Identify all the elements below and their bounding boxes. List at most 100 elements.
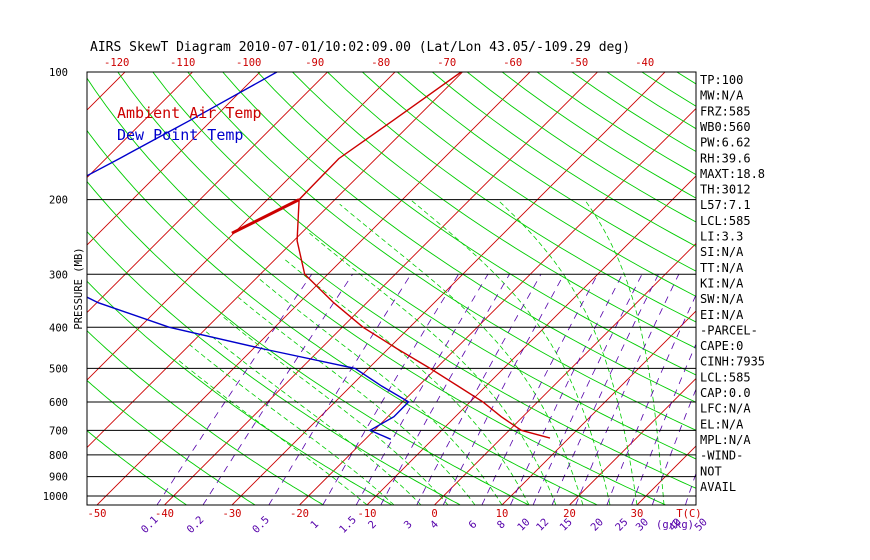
isotherm-line bbox=[772, 0, 870, 505]
bottom-temp-tick-label: 30 bbox=[631, 508, 644, 520]
mixing-ratio-line bbox=[532, 274, 643, 505]
index-item: MPL:N/A bbox=[700, 433, 751, 447]
mixing-ratio-tick-label: 0.2 bbox=[185, 514, 207, 536]
isotherm-line bbox=[96, 72, 531, 505]
moist-adiabat-line bbox=[410, 199, 611, 505]
temp-highlight-segment bbox=[231, 198, 300, 235]
mixing-ratio-line bbox=[156, 274, 313, 505]
mixing-ratio-line bbox=[202, 274, 353, 505]
isotherm-line bbox=[87, 72, 396, 381]
moist-adiabat-line bbox=[283, 257, 530, 505]
top-temp-tick-label: -90 bbox=[305, 57, 324, 69]
index-item: L57:7.1 bbox=[700, 198, 751, 212]
moist-adiabat-line bbox=[205, 331, 422, 505]
index-item: LCL:585 bbox=[700, 370, 751, 384]
mixing-ratio-line bbox=[355, 274, 489, 505]
moist-adiabat-line bbox=[257, 277, 503, 505]
index-item: WB0:560 bbox=[700, 120, 751, 134]
isotherm-line bbox=[299, 107, 696, 505]
dry-adiabat-line bbox=[87, 77, 666, 505]
pressure-isobars bbox=[87, 199, 696, 497]
isotherm-line bbox=[87, 72, 464, 449]
moist-adiabat-line bbox=[189, 344, 395, 505]
dry-adiabat-line bbox=[87, 330, 324, 505]
index-item: SI:N/A bbox=[700, 245, 744, 259]
index-item: TT:N/A bbox=[700, 261, 744, 275]
index-item: TP:100 bbox=[700, 73, 743, 87]
isotherm-line bbox=[87, 72, 261, 246]
mixing-ratio-tick-label: 12 bbox=[534, 516, 551, 533]
index-item: TH:3012 bbox=[700, 183, 751, 197]
index-item: FRZ:585 bbox=[700, 104, 751, 118]
mixing-ratio-tick-label: 2 bbox=[366, 518, 379, 531]
mixing-ratio-tick-label: 6 bbox=[466, 518, 479, 531]
pressure-tick-label: 200 bbox=[49, 195, 68, 207]
mixing-ratio-tick-label: 20 bbox=[589, 516, 606, 533]
isotherm-line bbox=[87, 72, 329, 314]
dry-adiabat-line bbox=[87, 180, 530, 505]
pressure-tick-label: 500 bbox=[49, 363, 68, 375]
pressure-tick-label: 300 bbox=[49, 269, 68, 281]
pressure-tick-label: 900 bbox=[49, 472, 68, 484]
bottom-temp-tick-label: -30 bbox=[223, 508, 242, 520]
index-item: RH:39.6 bbox=[700, 151, 751, 165]
mixing-ratio-tick-label: 1 bbox=[308, 518, 321, 531]
index-item: MAXT:18.8 bbox=[700, 167, 765, 181]
legend-temp: Ambient Air Temp bbox=[117, 104, 262, 122]
index-item: EL:N/A bbox=[700, 417, 744, 431]
mixing-ratio-tick-label: 10 bbox=[515, 516, 532, 533]
y-axis-label: PRESSURE (MB) bbox=[73, 247, 85, 329]
mixing-ratio-line bbox=[551, 274, 659, 505]
index-item: PW:6.62 bbox=[700, 136, 751, 150]
pressure-tick-label: 400 bbox=[49, 322, 68, 334]
bottom-temp-tick-label: 20 bbox=[563, 508, 576, 520]
isotherm-line bbox=[87, 72, 126, 111]
index-item: LI:3.3 bbox=[700, 230, 743, 244]
index-item: KI:N/A bbox=[700, 276, 744, 290]
dry-adiabat-line bbox=[431, 72, 696, 247]
bottom-temp-tick-label: 10 bbox=[496, 508, 509, 520]
pressure-tick-label: 800 bbox=[49, 450, 68, 462]
index-item: CAPE:0 bbox=[700, 339, 743, 353]
isotherm-line bbox=[434, 242, 696, 505]
moist-adiabat-line bbox=[176, 358, 368, 505]
bottom-temp-tick-label: -20 bbox=[290, 508, 309, 520]
isotherm-line bbox=[501, 310, 696, 505]
top-temp-tick-label: -100 bbox=[236, 57, 261, 69]
mixing-ratio-line bbox=[416, 274, 542, 505]
moist-adiabat-line bbox=[238, 297, 476, 505]
dry-adiabat-line bbox=[606, 72, 696, 130]
index-item: SW:N/A bbox=[700, 292, 744, 306]
isotherm-line bbox=[569, 377, 696, 505]
dry-adiabat-line bbox=[87, 379, 256, 505]
dry-adiabat-line bbox=[396, 72, 696, 272]
top-temp-tick-label: -60 bbox=[503, 57, 522, 69]
moist-adiabat-line bbox=[309, 232, 557, 505]
legend-dewpoint: Dew Point Temp bbox=[117, 126, 243, 144]
mixing-ratio-tick-label: 3 bbox=[402, 518, 415, 531]
index-item: AVAIL bbox=[700, 480, 736, 494]
bottom-temp-tick-label: -50 bbox=[88, 508, 107, 520]
mixing-ratio-line bbox=[268, 274, 412, 505]
isotherm-line bbox=[636, 445, 696, 505]
pressure-tick-label: 100 bbox=[49, 67, 68, 79]
pressure-tick-label: 700 bbox=[49, 425, 68, 437]
mixing-ratio-tick-label: 1.5 bbox=[337, 514, 359, 536]
top-temp-tick-label: -70 bbox=[437, 57, 456, 69]
mixing-ratio-tick-label: 25 bbox=[613, 516, 630, 533]
pressure-tick-label: 1000 bbox=[43, 491, 68, 503]
index-item: EI:N/A bbox=[700, 308, 744, 322]
sounding-traces bbox=[87, 72, 551, 440]
mixing-ratio-line bbox=[442, 274, 565, 505]
top-temp-tick-label: -80 bbox=[371, 57, 390, 69]
dry-adiabat-line bbox=[326, 72, 696, 323]
moist-adiabat-line bbox=[497, 199, 638, 505]
dry-adiabat-line bbox=[361, 72, 696, 297]
dry-adiabat-line bbox=[222, 72, 696, 403]
dry-adiabat-line bbox=[87, 280, 393, 505]
mixing-ratio-tick-label: 4 bbox=[428, 518, 441, 531]
isotherm-line bbox=[0, 0, 17, 505]
index-item: -WIND- bbox=[700, 449, 743, 463]
isotherm-line bbox=[231, 72, 666, 505]
